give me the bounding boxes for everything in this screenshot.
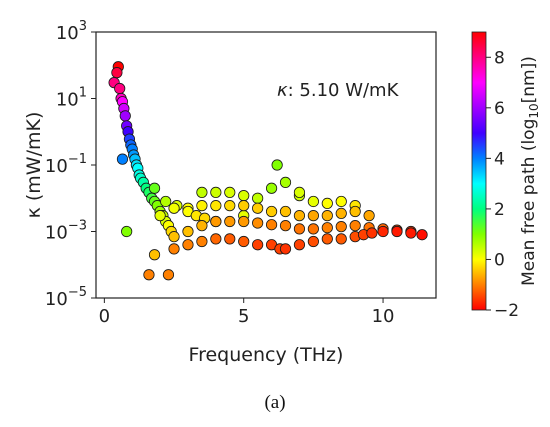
colorbar-label: Mean free path (log10[nm]) [519, 56, 541, 286]
scatter-point [391, 225, 403, 238]
scatter-point [335, 195, 347, 208]
y-axis-label: κ (mW/mK) [23, 112, 45, 219]
scatter-point [196, 186, 208, 198]
y-tick-label: 10−3 [45, 219, 87, 244]
scatter-point [182, 239, 194, 251]
scatter-point [210, 186, 222, 198]
scatter-point [182, 225, 194, 238]
scatter-point [252, 192, 264, 204]
x-tick-label: 5 [238, 306, 249, 327]
scatter-point [307, 195, 319, 208]
scatter-point [224, 200, 236, 212]
kappa-annotation: κ: 5.10 W/mK [277, 80, 400, 101]
scatter-point [160, 195, 172, 208]
scatter-point [335, 233, 347, 245]
figure-caption: (a) [264, 392, 286, 413]
x-axis-label: Frequency (THz) [189, 344, 344, 366]
kappa-value: : 5.10 W/mK [288, 80, 400, 101]
y-tick-label: 10−1 [45, 152, 87, 177]
scatter-point [148, 249, 161, 261]
colorbar-tick-label: 6 [494, 99, 505, 119]
scatter-point [210, 200, 222, 212]
scatter-point [377, 225, 389, 238]
scatter-point [119, 110, 131, 122]
scatter-point [114, 82, 126, 95]
scatter-point [335, 207, 347, 220]
colorbar [471, 31, 487, 311]
y-tick-label: 103 [56, 19, 87, 44]
colorbar-tick-label: 2 [494, 200, 505, 220]
scatter-point [210, 233, 222, 245]
scatter-point [279, 205, 292, 218]
scatter-point [335, 221, 347, 233]
scatter-point [238, 200, 250, 212]
scatter-point [405, 227, 417, 239]
scatter-point [252, 217, 264, 229]
scatter-point [293, 239, 306, 251]
scatter-point [196, 220, 208, 232]
colorbar-tick-label: 4 [494, 149, 505, 169]
y-tick-label: 101 [56, 86, 87, 111]
scatter-point [363, 210, 375, 222]
scatter-point [121, 225, 133, 238]
scatter-point [321, 222, 333, 234]
scatter-point [196, 235, 208, 248]
scatter-point [265, 219, 278, 231]
colorbar-ticks: 8 6 4 2 0 −2 [486, 48, 519, 321]
scatter-point [279, 176, 292, 188]
colorbar-label-prefix: Mean free path (log [519, 119, 539, 286]
scatter-point [168, 202, 180, 214]
scatter-point [349, 205, 361, 218]
scatter-point [210, 215, 222, 228]
scatter-point [271, 159, 283, 171]
scatter-point [238, 215, 250, 228]
scatter-point [162, 269, 175, 281]
y-tick-label: 10−5 [45, 285, 87, 310]
colorbar-tick-label: 0 [494, 250, 505, 270]
scatter-point [293, 186, 306, 198]
scatter-point [366, 227, 378, 239]
scatter-point [116, 153, 129, 165]
y-axis-ticks: 103 101 10−1 10−3 10−5 [45, 19, 96, 310]
colorbar-label-sub: 10 [527, 103, 541, 118]
scatter-point [349, 220, 361, 232]
scatter-point [265, 205, 278, 218]
scatter-points [108, 61, 428, 281]
colorbar-label-suffix: [nm]) [519, 56, 539, 103]
scatter-point [196, 200, 208, 212]
kappa-symbol: κ [277, 80, 288, 101]
scatter-point [321, 197, 333, 210]
colorbar-tick-label: −2 [494, 301, 519, 321]
scatter-point [307, 223, 319, 235]
scatter-point [307, 235, 319, 248]
scatter-point [154, 210, 166, 222]
x-tick-label: 0 [99, 306, 110, 327]
scatter-point [293, 210, 306, 222]
x-axis-ticks: 0 5 10 [99, 298, 395, 327]
plot-frame [95, 31, 437, 299]
scatter-point [252, 239, 264, 251]
scatter-point [238, 190, 250, 202]
scatter-point [252, 202, 264, 214]
scatter-point [307, 210, 319, 222]
scatter-point [279, 243, 292, 255]
scatter-point [238, 235, 250, 248]
colorbar-tick-label: 8 [494, 48, 505, 68]
scatter-point [148, 182, 161, 194]
scatter-point [321, 210, 333, 222]
scatter-point [224, 186, 236, 198]
scatter-point [224, 215, 236, 228]
scatter-point [168, 231, 180, 243]
scatter-point [293, 223, 306, 235]
scatter-point [143, 269, 155, 281]
scatter-point [279, 220, 292, 232]
scatter-point [321, 233, 333, 245]
scatter-point [168, 243, 180, 255]
scatter-point [416, 229, 428, 241]
scatter-point [111, 67, 123, 79]
scatter-point [265, 182, 278, 194]
scatter-point [224, 233, 236, 245]
x-tick-label: 10 [372, 306, 395, 327]
